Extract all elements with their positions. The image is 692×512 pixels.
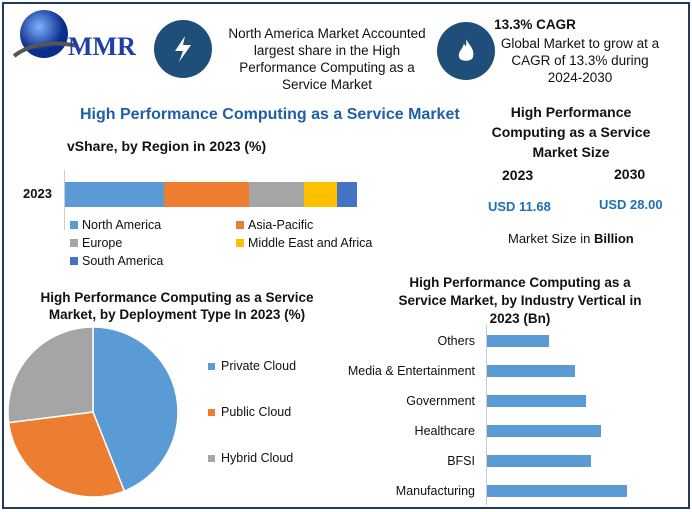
lightning-icon (154, 20, 212, 78)
region-segment-middle-east-and-africa (304, 182, 337, 207)
industry-category-label: BFSI (447, 454, 475, 468)
industry-chart-title: High Performance Computing as a Service … (398, 275, 642, 326)
legend-swatch (70, 239, 78, 247)
industry-axis (486, 325, 487, 505)
pie-legend-item: Public Cloud (208, 405, 291, 419)
cagr-title: 13.3% CAGR (494, 17, 576, 32)
region-category-label: 2023 (23, 186, 52, 201)
market-size-note: Market Size in Billion (508, 231, 634, 246)
legend-label: Private Cloud (221, 359, 297, 373)
legend-label: Europe (82, 236, 123, 250)
legend-label: North America (82, 218, 162, 232)
region-segment-south-america (336, 182, 357, 207)
pie-legend-item: Private Cloud (208, 359, 296, 373)
legend-swatch (208, 362, 215, 370)
value-2023: USD 11.68 (488, 199, 551, 214)
legend-label: Middle East and Africa (248, 236, 373, 250)
region-axis (64, 170, 65, 230)
region-stacked-bar (65, 182, 357, 207)
mmr-logo: MMR (8, 8, 143, 68)
highlight-text: North America Market Accounted largest s… (228, 26, 426, 92)
industry-category-label: Healthcare (414, 424, 475, 438)
legend-label: Asia-Pacific (248, 218, 314, 232)
note-unit: Billion (593, 231, 634, 246)
industry-bar-healthcare (487, 425, 602, 437)
main-title: High Performance Computing as a Service … (80, 106, 460, 123)
region-segment-north-america (65, 182, 165, 207)
pie-slice-hybrid-cloud (7, 326, 94, 424)
value-2030: USD 28.00 (599, 197, 663, 212)
industry-bar-bfsi (487, 455, 591, 467)
legend-swatch (236, 221, 244, 229)
legend-swatch (70, 221, 78, 229)
region-legend-item: Middle East and Africa (236, 236, 372, 250)
legend-swatch (208, 408, 215, 416)
industry-bar-media-entertainment (487, 365, 576, 377)
legend-label: Hybrid Cloud (221, 451, 294, 465)
region-segment-europe (248, 182, 305, 207)
pie-legend-item: Hybrid Cloud (208, 451, 293, 465)
pie-slice-private-cloud (92, 326, 179, 493)
legend-swatch (208, 454, 215, 462)
region-legend-item: Asia-Pacific (236, 218, 313, 232)
industry-bar-others (487, 335, 550, 347)
legend-swatch (70, 257, 78, 265)
industry-category-label: Government (406, 394, 475, 408)
note-prefix: Market Size in (508, 231, 594, 246)
region-legend-item: North America (70, 218, 161, 232)
year-2023: 2023 (502, 167, 534, 183)
flame-icon (437, 22, 495, 80)
logo-text: MMR (68, 32, 136, 61)
legend-label: South America (82, 254, 164, 268)
industry-bar-government (487, 395, 586, 407)
pie-chart-title: High Performance Computing as a Service … (40, 290, 314, 322)
legend-label: Public Cloud (221, 405, 292, 419)
cagr-text: Global Market to grow at a CAGR of 13.3%… (500, 36, 660, 85)
industry-category-label: Manufacturing (395, 484, 475, 498)
pie-chart (7, 326, 179, 498)
pie-slice-public-cloud (7, 411, 126, 498)
region-segment-asia-pacific (164, 182, 249, 207)
year-2030: 2030 (614, 166, 646, 182)
region-chart-title: vShare, by Region in 2023 (%) (67, 138, 267, 154)
industry-bar-manufacturing (487, 485, 627, 497)
region-legend-item: Europe (70, 236, 122, 250)
region-legend-item: South America (70, 254, 163, 268)
industry-category-label: Media & Entertainment (347, 364, 475, 378)
legend-swatch (236, 239, 244, 247)
market-size-title: High Performance Computing as a Service … (491, 104, 651, 160)
industry-category-label: Others (437, 334, 475, 348)
